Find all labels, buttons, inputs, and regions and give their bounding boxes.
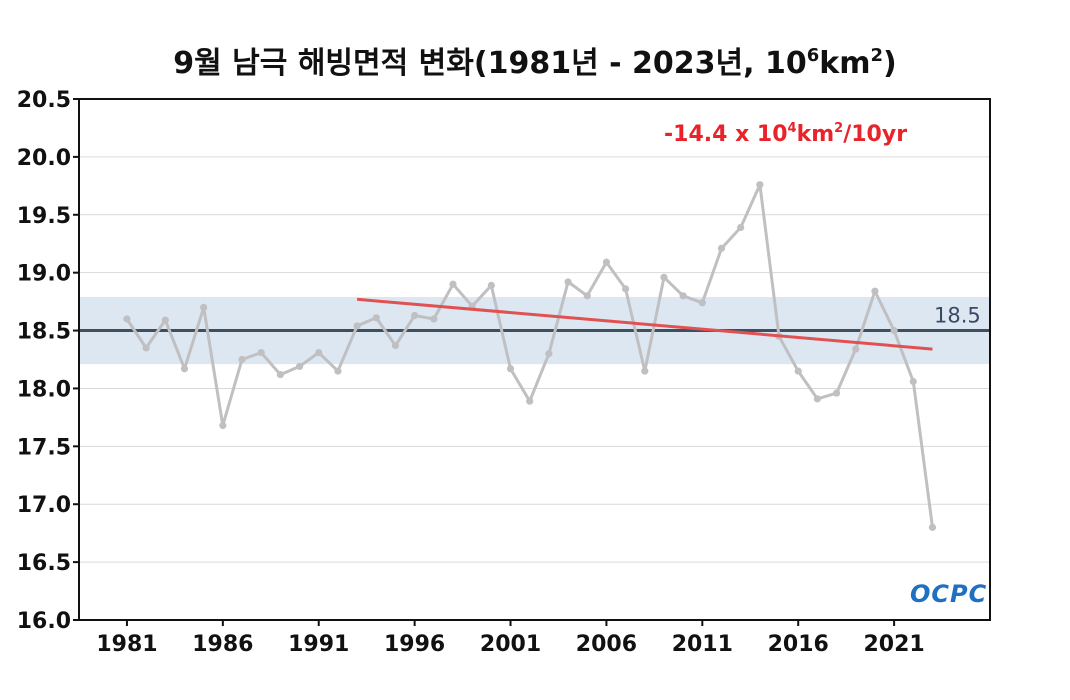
data-point bbox=[411, 311, 419, 320]
x-tick-label: 2021 bbox=[863, 632, 924, 657]
mean-value-label: 18.5 bbox=[934, 304, 981, 328]
data-point bbox=[180, 365, 189, 373]
data-point bbox=[334, 367, 342, 375]
y-tick-label: 20.5 bbox=[17, 88, 71, 113]
data-point bbox=[123, 315, 131, 323]
y-tick-label: 17.0 bbox=[17, 493, 71, 518]
ocpc-logo: OCPC bbox=[910, 580, 988, 608]
data-point bbox=[737, 223, 745, 232]
data-point bbox=[487, 281, 495, 290]
data-point bbox=[641, 367, 649, 375]
data-point bbox=[449, 280, 457, 288]
x-tick-label: 2001 bbox=[480, 632, 541, 657]
data-point bbox=[890, 326, 898, 335]
x-tick-label: 1991 bbox=[288, 632, 349, 657]
data-point bbox=[161, 316, 169, 324]
data-point bbox=[717, 244, 726, 252]
x-tick-label: 1986 bbox=[192, 632, 253, 657]
data-point bbox=[698, 299, 706, 307]
y-tick-label: 20.0 bbox=[17, 146, 71, 171]
data-point bbox=[276, 370, 284, 379]
plot-frame bbox=[78, 98, 991, 621]
x-tick-label: 2006 bbox=[576, 632, 637, 657]
data-point bbox=[583, 292, 591, 300]
data-point bbox=[679, 292, 687, 300]
data-point bbox=[372, 314, 380, 322]
data-point bbox=[257, 348, 265, 357]
x-tick-label: 1996 bbox=[384, 632, 445, 657]
data-point bbox=[545, 350, 553, 358]
data-point bbox=[315, 348, 323, 357]
data-point bbox=[219, 421, 227, 430]
data-point bbox=[564, 278, 572, 286]
data-point bbox=[526, 397, 534, 405]
x-tick-label: 2016 bbox=[768, 632, 829, 657]
axis-ticks: 16.0 16.5 17.0 17.5 18.0 18.5 19.0 19.5 20.0 20.5… bbox=[17, 88, 925, 657]
y-tick-label: 16.5 bbox=[17, 551, 71, 576]
x-tick-label: 1981 bbox=[96, 632, 157, 657]
data-point bbox=[295, 362, 304, 371]
data-point bbox=[353, 322, 361, 330]
y-tick-label: 18.5 bbox=[17, 320, 71, 345]
x-tick-label: 2011 bbox=[672, 632, 733, 657]
data-point bbox=[430, 315, 438, 323]
data-point bbox=[813, 395, 821, 403]
data-point bbox=[506, 365, 515, 373]
data-point bbox=[602, 258, 611, 266]
y-tick-label: 19.5 bbox=[17, 204, 71, 229]
data-point bbox=[928, 523, 937, 531]
y-tick-label: 19.0 bbox=[17, 262, 71, 287]
data-point bbox=[391, 342, 400, 350]
data-point bbox=[832, 389, 841, 397]
y-tick-label: 16.0 bbox=[17, 609, 71, 634]
chart-title: 9월 남극 해빙면적 변화(1981년 - 2023년, 106km2) bbox=[173, 45, 897, 81]
data-point bbox=[871, 287, 879, 295]
data-point bbox=[660, 273, 668, 281]
data-point bbox=[238, 355, 246, 364]
y-tick-label: 18.0 bbox=[17, 377, 71, 402]
data-point bbox=[909, 377, 917, 386]
trend-line bbox=[356, 297, 933, 351]
data-point bbox=[142, 344, 150, 352]
data-point bbox=[756, 181, 764, 189]
trend-rate-label: -14.4 x 104km2/10yr bbox=[664, 121, 908, 147]
y-tick-label: 17.5 bbox=[17, 435, 71, 460]
data-point bbox=[852, 345, 860, 353]
data-point bbox=[200, 303, 208, 311]
data-point bbox=[622, 285, 630, 293]
data-point bbox=[794, 367, 802, 375]
